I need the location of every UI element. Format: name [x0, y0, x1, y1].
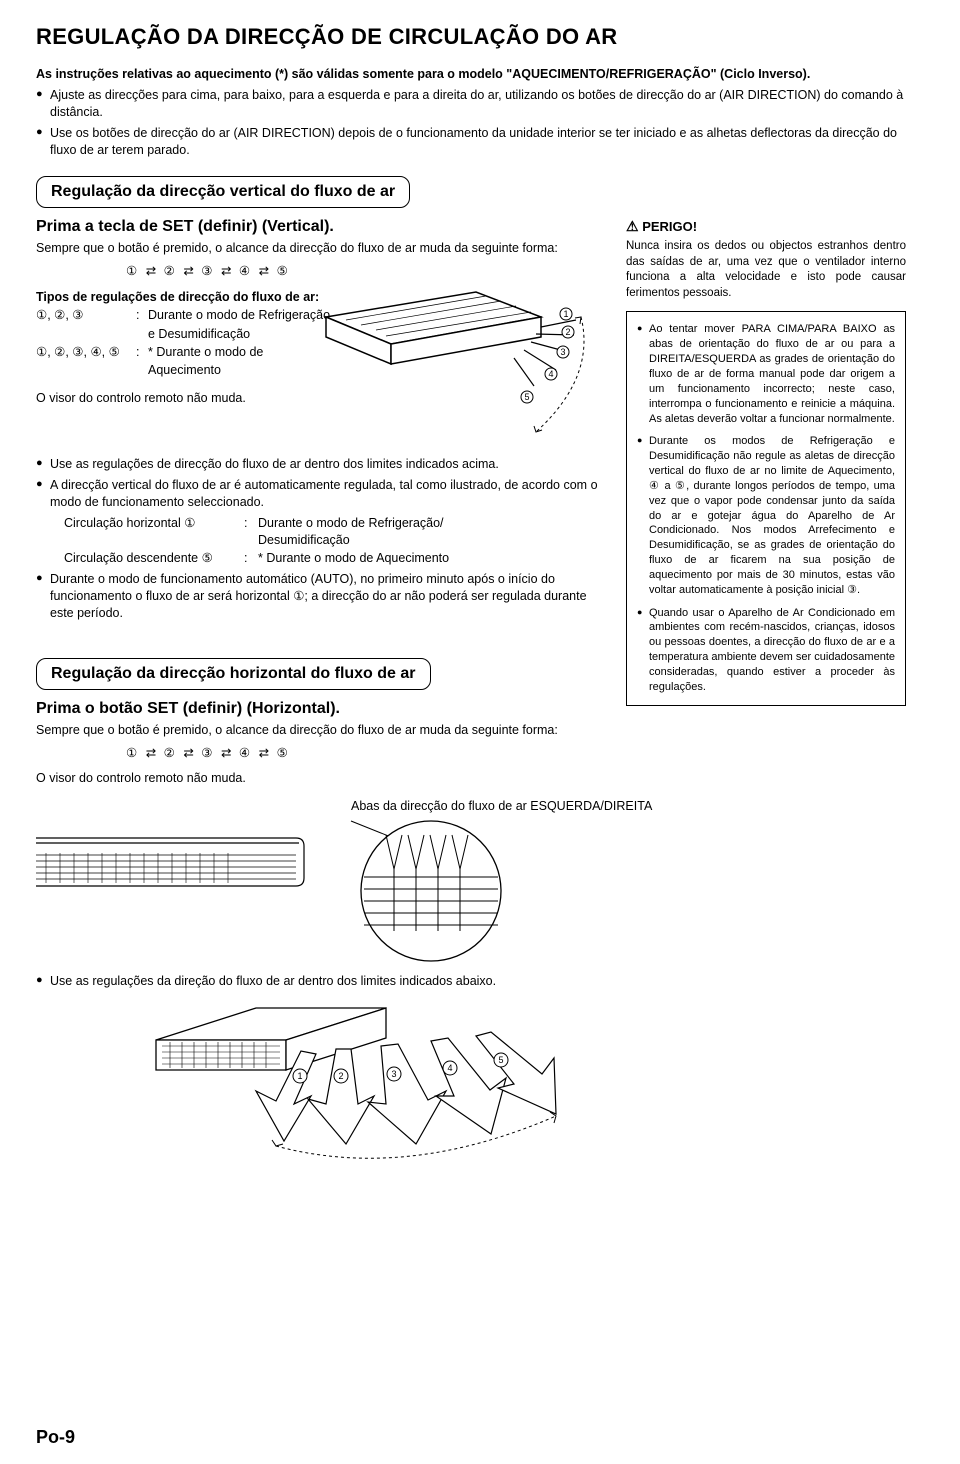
sequence-row: ① ⇄ ② ⇄ ③ ⇄ ④ ⇄ ⑤: [126, 263, 606, 278]
svg-text:2: 2: [565, 327, 570, 337]
vertical-bullet: Use as regulações de direcção do fluxo d…: [36, 456, 606, 473]
horizontal-lead: Sempre que o botão é premido, o alcance …: [36, 722, 606, 739]
colon: :: [244, 550, 258, 568]
section-box-vertical: Regulação da direcção vertical do fluxo …: [36, 176, 410, 208]
colon: :: [136, 306, 148, 342]
bottom-bullet: Use as regulações da direção do fluxo de…: [36, 973, 924, 990]
indent-text: * Durante o modo de Aquecimento: [258, 550, 449, 568]
svg-text:3: 3: [391, 1069, 396, 1079]
type-label: ①, ②, ③: [36, 306, 136, 342]
visor-note: O visor do controlo remoto não muda.: [36, 770, 606, 787]
indent-text: Durante o modo de Refrigeração/ Desumidi…: [258, 515, 444, 550]
warning-text: Nunca insira os dedos ou objectos estran…: [626, 239, 906, 301]
type-label: ①, ②, ③, ④, ⑤: [36, 343, 136, 379]
svg-text:5: 5: [524, 392, 529, 402]
indent-label: Circulação descendente ⑤: [64, 550, 244, 568]
page-title: REGULAÇÃO DA DIRECÇÃO DE CIRCULAÇÃO DO A…: [36, 24, 924, 50]
colon: :: [136, 343, 148, 379]
warning-title: PERIGO!: [642, 219, 697, 234]
intro-bullet: Ajuste as direcções para cima, para baix…: [36, 87, 924, 121]
svg-text:5: 5: [498, 1055, 503, 1065]
sequence-row: ① ⇄ ② ⇄ ③ ⇄ ④ ⇄ ⑤: [126, 745, 606, 760]
vertical-lead: Sempre que o botão é premido, o alcance …: [36, 240, 606, 257]
vertical-heading: Prima a tecla de SET (definir) (Vertical…: [36, 218, 606, 236]
svg-text:4: 4: [447, 1063, 452, 1073]
type-text: Durante o modo de Refrigeração e Desumid…: [148, 306, 330, 342]
note-item: Ao tentar mover PARA CIMA/PARA BAIXO as …: [637, 322, 895, 426]
colon: :: [244, 515, 258, 550]
svg-text:1: 1: [563, 309, 568, 319]
svg-text:2: 2: [338, 1071, 343, 1081]
horizontal-heading: Prima o botão SET (definir) (Horizontal)…: [36, 700, 606, 718]
horizontal-airflow-diagram: 1 2 3 4 5: [136, 996, 616, 1166]
section-box-horizontal: Regulação da direcção horizontal do flux…: [36, 658, 431, 690]
svg-text:3: 3: [560, 347, 565, 357]
left-column: Prima a tecla de SET (definir) (Vertical…: [36, 218, 606, 792]
louver-caption: Abas da direcção do fluxo de ar ESQUERDA…: [351, 799, 924, 813]
indent-block: Circulação horizontal ① : Durante o modo…: [64, 515, 606, 568]
vertical-bullet: A direcção vertical do fluxo de ar é aut…: [36, 477, 606, 511]
right-column: ⚠ PERIGO! Nunca insira os dedos ou objec…: [626, 218, 906, 792]
intro-bullet: Use os botões de direcção do ar (AIR DIR…: [36, 125, 924, 159]
indent-label: Circulação horizontal ①: [64, 515, 244, 550]
note-item: Quando usar o Aparelho de Ar Condicionad…: [637, 606, 895, 695]
svg-text:1: 1: [297, 1071, 302, 1081]
vertical-airflow-diagram: 1 2 3 4 5: [316, 282, 596, 442]
note-item: Durante os modos de Refrigeração e Desum…: [637, 434, 895, 597]
type-text: * Durante o modo de Aquecimento: [148, 343, 263, 379]
svg-text:4: 4: [548, 369, 553, 379]
warning-header: ⚠ PERIGO!: [626, 218, 906, 235]
intro-bold: As instruções relativas ao aquecimento (…: [36, 66, 924, 83]
warning-icon: ⚠: [626, 218, 639, 234]
louver-diagram: [36, 813, 686, 963]
note-box: Ao tentar mover PARA CIMA/PARA BAIXO as …: [626, 311, 906, 705]
page-number: Po-9: [36, 1427, 75, 1448]
two-column-layout: Prima a tecla de SET (definir) (Vertical…: [36, 218, 924, 792]
auto-bullet: Durante o modo de funcionamento automáti…: [36, 571, 606, 622]
